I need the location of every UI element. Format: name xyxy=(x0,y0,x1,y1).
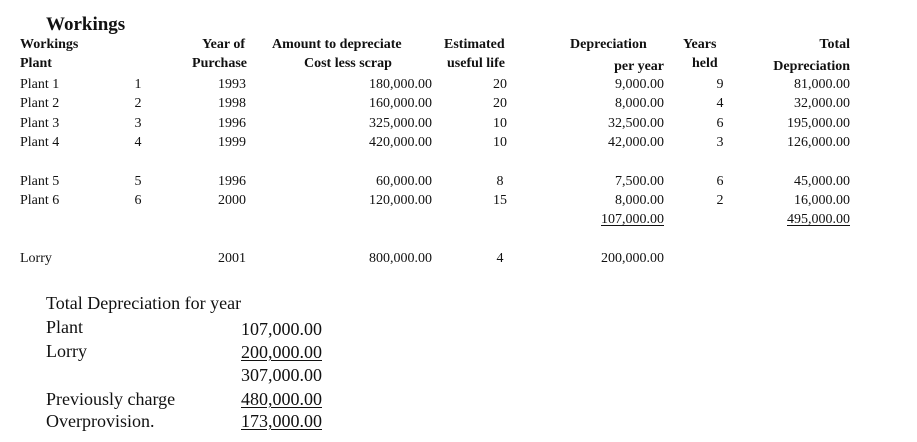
lorry-per-year: 200,000.00 xyxy=(601,251,664,266)
row-year: 1998 xyxy=(218,96,246,111)
row-years-held: 3 xyxy=(716,135,724,150)
header-purchase: Purchase xyxy=(192,56,247,71)
row-years-held: 6 xyxy=(716,174,724,189)
row-name: Plant 6 xyxy=(20,193,60,208)
header-plant: Plant xyxy=(20,56,52,71)
row-number: 2 xyxy=(134,96,142,111)
row-amount: 60,000.00 xyxy=(376,174,432,189)
row-amount: 180,000.00 xyxy=(369,77,432,92)
header-year-of: Year of xyxy=(202,37,245,52)
row-name: Plant 5 xyxy=(20,174,60,189)
header-years: Years xyxy=(683,37,717,52)
header-amount-line1: Amount to depreciate xyxy=(272,37,402,52)
row-number: 6 xyxy=(134,193,142,208)
row-years-held: 6 xyxy=(716,116,724,131)
header-depreciation: Depreciation xyxy=(570,37,647,52)
lorry-name: Lorry xyxy=(20,251,52,266)
row-amount: 160,000.00 xyxy=(369,96,432,111)
row-per-year: 32,500.00 xyxy=(608,116,664,131)
header-per-year: per year xyxy=(614,59,664,74)
summary-heading: Total Depreciation for year xyxy=(46,293,242,313)
row-year: 1996 xyxy=(218,174,246,189)
row-useful-life: 10 xyxy=(493,135,507,150)
row-amount: 420,000.00 xyxy=(369,135,432,150)
page-title: Workings xyxy=(46,14,126,35)
row-per-year: 8,000.00 xyxy=(615,96,664,111)
summary-overprovision-label: Overprovision. xyxy=(46,411,155,431)
row-number: 5 xyxy=(134,174,142,189)
summary-previous-value: 480,000.00 xyxy=(241,389,322,409)
row-name: Plant 1 xyxy=(20,77,60,92)
row-total: 45,000.00 xyxy=(794,174,850,189)
row-useful-life: 15 xyxy=(493,193,507,208)
row-useful-life: 20 xyxy=(493,96,507,111)
header-estimated: Estimated xyxy=(444,37,505,52)
row-per-year: 9,000.00 xyxy=(615,77,664,92)
summary-plant-value: 107,000.00 xyxy=(241,319,322,339)
row-year: 1999 xyxy=(218,135,246,150)
row-name: Plant 3 xyxy=(20,116,60,131)
row-year: 1993 xyxy=(218,77,246,92)
row-per-year: 8,000.00 xyxy=(615,193,664,208)
summary-overprovision-value: 173,000.00 xyxy=(241,411,322,431)
lorry-useful-life: 4 xyxy=(496,251,504,266)
row-years-held: 4 xyxy=(716,96,724,111)
summary-previous-label: Previously charge xyxy=(46,389,176,409)
header-useful-life: useful life xyxy=(447,56,505,71)
lorry-amount: 800,000.00 xyxy=(369,251,432,266)
row-number: 3 xyxy=(134,116,142,131)
header-workings: Workings xyxy=(20,37,79,52)
row-per-year: 42,000.00 xyxy=(608,135,664,150)
row-per-year: 7,500.00 xyxy=(615,174,664,189)
row-name: Plant 4 xyxy=(20,135,60,150)
row-useful-life: 10 xyxy=(493,116,507,131)
row-number: 4 xyxy=(134,135,142,150)
summary-plant-label: Plant xyxy=(46,317,84,337)
row-years-held: 2 xyxy=(716,193,724,208)
header-total: Total xyxy=(819,37,850,52)
row-amount: 325,000.00 xyxy=(369,116,432,131)
total-depreciation-subtotal: 495,000.00 xyxy=(787,212,850,227)
row-year: 2000 xyxy=(218,193,246,208)
header-held: held xyxy=(692,56,718,71)
row-name: Plant 2 xyxy=(20,96,60,111)
lorry-year: 2001 xyxy=(218,251,246,266)
per-year-subtotal: 107,000.00 xyxy=(601,212,664,227)
row-total: 126,000.00 xyxy=(787,135,850,150)
row-total: 195,000.00 xyxy=(787,116,850,131)
header-amount-line2: Cost less scrap xyxy=(304,56,392,71)
row-total: 16,000.00 xyxy=(794,193,850,208)
summary-lorry-value: 200,000.00 xyxy=(241,342,322,362)
row-useful-life: 20 xyxy=(493,77,507,92)
row-useful-life: 8 xyxy=(496,174,504,189)
row-years-held: 9 xyxy=(716,77,724,92)
row-total: 81,000.00 xyxy=(794,77,850,92)
summary-sum-value: 307,000.00 xyxy=(241,365,322,385)
header-total-depreciation: Depreciation xyxy=(773,59,850,74)
row-year: 1996 xyxy=(218,116,246,131)
summary-lorry-label: Lorry xyxy=(46,341,87,361)
row-total: 32,000.00 xyxy=(794,96,850,111)
row-amount: 120,000.00 xyxy=(369,193,432,208)
row-number: 1 xyxy=(134,77,142,92)
